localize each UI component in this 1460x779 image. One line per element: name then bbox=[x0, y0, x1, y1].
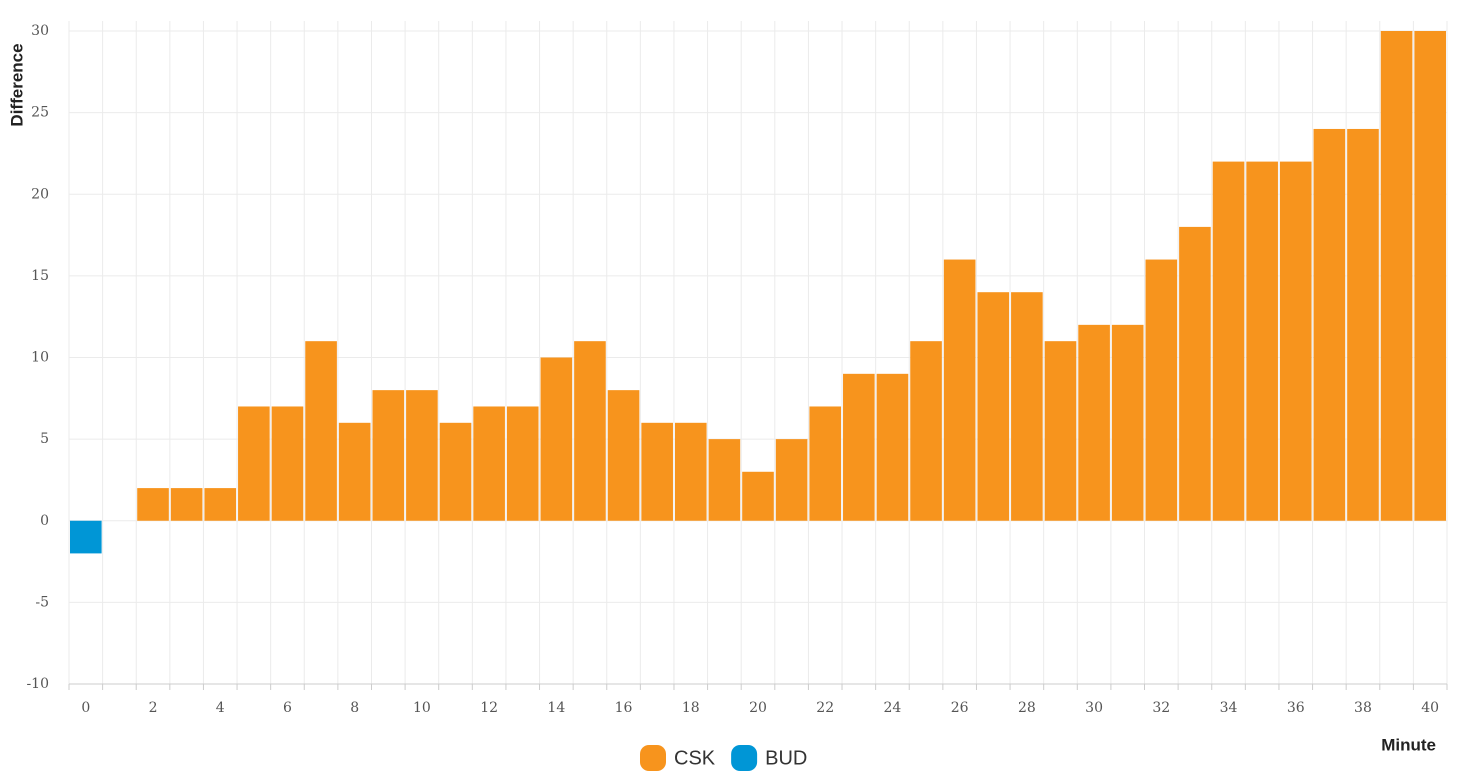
y-tick-label: -5 bbox=[35, 594, 49, 610]
bar bbox=[1078, 324, 1110, 521]
bar bbox=[1111, 324, 1144, 521]
bar bbox=[372, 390, 405, 521]
bar bbox=[1347, 128, 1379, 521]
x-tick-label: 16 bbox=[615, 700, 633, 716]
y-tick-label: 25 bbox=[31, 105, 49, 121]
x-tick-label: 10 bbox=[413, 700, 431, 716]
bar bbox=[775, 439, 808, 521]
bar bbox=[1145, 259, 1178, 521]
x-axis-title: Minute bbox=[1381, 735, 1436, 754]
x-tick-label: 34 bbox=[1220, 700, 1238, 716]
bar bbox=[674, 422, 707, 521]
x-tick-label: 14 bbox=[547, 700, 565, 716]
bar bbox=[506, 406, 539, 521]
y-axis-title: Difference bbox=[7, 43, 26, 126]
y-tick-label: 30 bbox=[31, 23, 49, 39]
bar bbox=[1246, 161, 1278, 521]
x-tick-label: 2 bbox=[149, 700, 158, 716]
bar bbox=[1011, 292, 1043, 521]
y-tick-label: -10 bbox=[26, 676, 49, 692]
legend-label: CSK bbox=[674, 747, 716, 769]
x-tick-label: 6 bbox=[283, 700, 292, 716]
x-tick-label: 4 bbox=[216, 700, 225, 716]
bar bbox=[876, 373, 909, 521]
bar bbox=[1044, 341, 1077, 521]
x-tick-label: 28 bbox=[1018, 700, 1036, 716]
bar bbox=[473, 406, 505, 521]
bar bbox=[1380, 31, 1413, 521]
bar bbox=[809, 406, 842, 521]
bar bbox=[977, 292, 1010, 521]
legend-label: BUD bbox=[765, 747, 807, 769]
x-tick-label: 12 bbox=[480, 700, 498, 716]
legend-swatch bbox=[640, 745, 666, 771]
bar bbox=[1279, 161, 1312, 521]
x-tick-label: 18 bbox=[682, 700, 700, 716]
x-tick-label: 38 bbox=[1354, 700, 1372, 716]
bar bbox=[170, 488, 203, 521]
bar bbox=[271, 406, 304, 521]
x-tick-label: 32 bbox=[1152, 700, 1170, 716]
bar bbox=[641, 422, 673, 521]
bar bbox=[1212, 161, 1245, 521]
x-tick-label: 0 bbox=[81, 700, 90, 716]
y-tick-label: 15 bbox=[31, 268, 49, 284]
bar bbox=[910, 341, 942, 521]
bar bbox=[574, 341, 606, 521]
y-tick-label: 5 bbox=[40, 431, 49, 447]
bar bbox=[943, 259, 976, 521]
bar bbox=[70, 520, 102, 554]
y-tick-label: 10 bbox=[31, 350, 49, 366]
bar bbox=[540, 357, 573, 521]
x-tick-label: 8 bbox=[350, 700, 359, 716]
bar bbox=[204, 488, 237, 521]
bar bbox=[137, 488, 169, 521]
bar bbox=[338, 422, 371, 521]
x-tick-label: 30 bbox=[1085, 700, 1103, 716]
x-tick-label: 20 bbox=[749, 700, 767, 716]
y-tick-label: 0 bbox=[40, 513, 49, 529]
bar bbox=[1414, 31, 1446, 521]
bar bbox=[439, 422, 472, 521]
bar bbox=[843, 373, 875, 521]
bar bbox=[406, 390, 438, 521]
bar bbox=[607, 390, 640, 521]
bar bbox=[742, 471, 774, 521]
x-tick-label: 22 bbox=[816, 700, 834, 716]
bar bbox=[238, 406, 270, 521]
bar bbox=[305, 341, 337, 521]
x-tick-label: 26 bbox=[951, 700, 969, 716]
bar bbox=[1179, 226, 1211, 521]
bar bbox=[1313, 128, 1346, 521]
x-tick-label: 40 bbox=[1421, 700, 1439, 716]
y-tick-label: 20 bbox=[31, 186, 49, 202]
x-tick-label: 24 bbox=[884, 700, 902, 716]
legend-swatch bbox=[731, 745, 758, 771]
x-tick-label: 36 bbox=[1287, 700, 1305, 716]
bar bbox=[708, 439, 741, 521]
